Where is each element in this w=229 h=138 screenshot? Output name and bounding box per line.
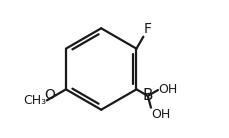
Text: OH: OH bbox=[158, 83, 177, 96]
Text: F: F bbox=[143, 22, 151, 36]
Text: CH₃: CH₃ bbox=[23, 94, 46, 107]
Text: B: B bbox=[142, 88, 152, 103]
Text: OH: OH bbox=[151, 108, 170, 121]
Text: O: O bbox=[44, 88, 55, 102]
